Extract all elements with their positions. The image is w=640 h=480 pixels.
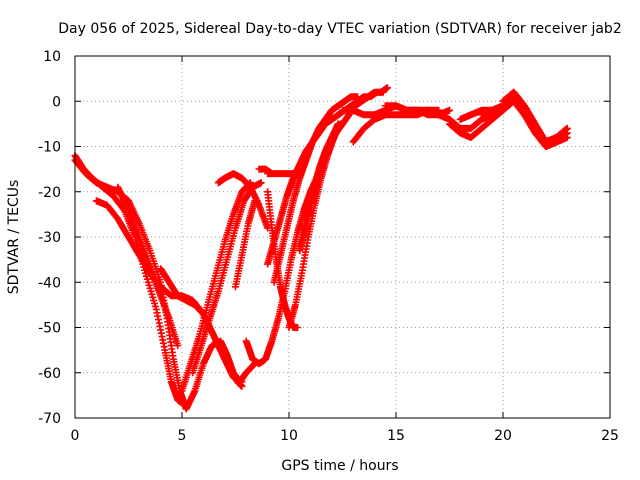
y-tick-label: 0	[52, 94, 61, 110]
series-track-4	[114, 183, 182, 350]
x-tick-label: 20	[494, 428, 512, 444]
y-tick-label: -10	[38, 140, 61, 156]
series-track-25	[499, 88, 571, 146]
data-point-markers	[296, 133, 336, 250]
y-tick-label: -40	[38, 275, 61, 291]
y-tick-label: -20	[38, 185, 61, 201]
chart-title: Day 056 of 2025, Sidereal Day-to-day VTE…	[58, 21, 621, 37]
x-axis-label: GPS time / hours	[281, 458, 398, 474]
data-point-markers	[178, 179, 254, 395]
series-track-9	[232, 197, 259, 291]
data-points	[71, 84, 571, 413]
y-axis-label: SDTVAR / TECUs	[6, 180, 22, 295]
series-track-14	[264, 165, 304, 178]
series-track-6	[178, 179, 254, 395]
series-track-18	[296, 133, 336, 250]
x-tick-label: 25	[601, 428, 619, 444]
x-tick-label: 5	[178, 428, 187, 444]
y-tick-label: -70	[38, 411, 61, 427]
data-point-markers	[114, 183, 182, 350]
data-point-markers	[214, 170, 272, 232]
data-point-markers	[499, 88, 571, 146]
x-tick-label: 0	[71, 428, 80, 444]
series-track-8	[214, 170, 272, 232]
x-tick-label: 15	[387, 428, 405, 444]
axis-ticks: 0 5 10 15 20 25 10 0 -10 -20 -30 -40 -50 -60 -70	[38, 49, 619, 444]
y-tick-label: 10	[43, 49, 61, 65]
x-tick-label: 10	[280, 428, 298, 444]
data-point-markers	[232, 197, 259, 291]
data-point-markers	[264, 165, 304, 178]
y-tick-label: -60	[38, 366, 61, 382]
y-tick-label: -50	[38, 321, 61, 337]
y-tick-label: -30	[38, 230, 61, 246]
